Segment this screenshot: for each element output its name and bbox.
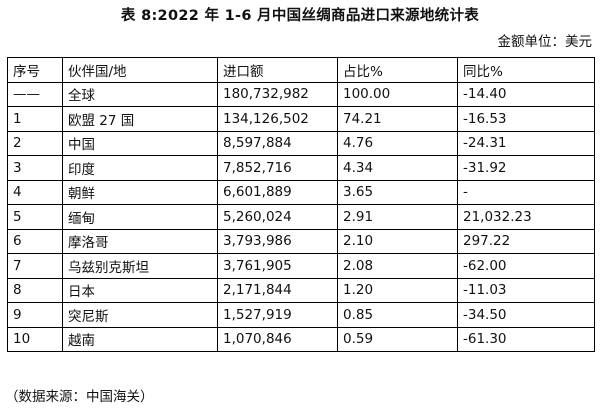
header-cell: 进口额 — [217, 57, 338, 83]
table-cell: 乌兹别克斯坦 — [62, 253, 218, 279]
table-cell: 0.59 — [337, 326, 458, 352]
table-row: 9 突尼斯 1,527,919 0.85 -34.50 — [7, 302, 595, 328]
table-cell: -62.00 — [457, 253, 595, 279]
table-title: 表 8:2022 年 1-6 月中国丝绸商品进口来源地统计表 — [120, 8, 480, 24]
table-row: 3 印度 7,852,716 4.34 -31.92 — [7, 155, 595, 181]
table-cell: 1.20 — [337, 277, 458, 303]
table-row: —— 全球 180,732,982 100.00 -14.40 — [7, 81, 595, 107]
table-cell: -16.53 — [457, 106, 595, 132]
header-cell: 伙伴国/地 — [62, 57, 218, 83]
table-cell: 134,126,502 — [217, 106, 338, 132]
table-cell: 8 — [7, 277, 63, 303]
unit-note: 金额单位：美元 — [497, 34, 593, 50]
table-cell: 4.76 — [337, 130, 458, 156]
table-cell: 4 — [7, 179, 63, 205]
table-cell: 3.65 — [337, 179, 458, 205]
table-cell: 印度 — [62, 155, 218, 181]
table-cell: 中国 — [62, 130, 218, 156]
table-cell: 缅甸 — [62, 204, 218, 230]
table-cell: 4.34 — [337, 155, 458, 181]
table-cell: 21,032.23 — [457, 204, 595, 230]
table-header-row: 序号 伙伴国/地 进口额 占比% 同比% — [7, 57, 595, 83]
table-cell: 越南 — [62, 326, 218, 352]
table-cell: 2,171,844 — [217, 277, 338, 303]
table-cell: -31.92 — [457, 155, 595, 181]
table-cell: 10 — [7, 326, 63, 352]
data-source-note: （数据来源：中国海关） — [5, 389, 154, 405]
table-cell: 2 — [7, 130, 63, 156]
table-cell: 1,527,919 — [217, 302, 338, 328]
header-cell: 占比% — [337, 57, 458, 83]
header-cell: 序号 — [7, 57, 63, 83]
table-cell: 2.91 — [337, 204, 458, 230]
table-cell: 1 — [7, 106, 63, 132]
table-cell: 6 — [7, 228, 63, 254]
table-cell: -61.30 — [457, 326, 595, 352]
table-cell: 297.22 — [457, 228, 595, 254]
table-row: 6 摩洛哥 3,793,986 2.10 297.22 — [7, 228, 595, 254]
table-cell: 2.08 — [337, 253, 458, 279]
table-cell: 1,070,846 — [217, 326, 338, 352]
table-cell: 2.10 — [337, 228, 458, 254]
table-row: 7 乌兹别克斯坦 3,761,905 2.08 -62.00 — [7, 253, 595, 279]
table-row: 8 日本 2,171,844 1.20 -11.03 — [7, 277, 595, 303]
import-source-table: 序号 伙伴国/地 进口额 占比% 同比% —— 全球 180,732,982 1… — [7, 57, 595, 352]
table-cell: 7,852,716 — [217, 155, 338, 181]
table-cell: -24.31 — [457, 130, 595, 156]
table-cell: 3,793,986 — [217, 228, 338, 254]
table-cell: 100.00 — [337, 81, 458, 107]
table-cell: 6,601,889 — [217, 179, 338, 205]
table-cell: - — [457, 179, 595, 205]
table-cell: 突尼斯 — [62, 302, 218, 328]
table-cell: 5,260,024 — [217, 204, 338, 230]
table-row: 5 缅甸 5,260,024 2.91 21,032.23 — [7, 204, 595, 230]
table-cell: 欧盟 27 国 — [62, 106, 218, 132]
table-cell: 180,732,982 — [217, 81, 338, 107]
table-cell: -34.50 — [457, 302, 595, 328]
table-cell: 3,761,905 — [217, 253, 338, 279]
table-cell: -14.40 — [457, 81, 595, 107]
table-row: 2 中国 8,597,884 4.76 -24.31 — [7, 130, 595, 156]
header-cell: 同比% — [457, 57, 595, 83]
table-row: 4 朝鲜 6,601,889 3.65 - — [7, 179, 595, 205]
table-cell: 3 — [7, 155, 63, 181]
table-cell: 日本 — [62, 277, 218, 303]
table-cell: 摩洛哥 — [62, 228, 218, 254]
table-cell: 74.21 — [337, 106, 458, 132]
table-row: 1 欧盟 27 国 134,126,502 74.21 -16.53 — [7, 106, 595, 132]
table-cell: 7 — [7, 253, 63, 279]
table-cell: —— — [7, 81, 63, 107]
table-cell: 9 — [7, 302, 63, 328]
table-cell: 全球 — [62, 81, 218, 107]
table-row: 10 越南 1,070,846 0.59 -61.30 — [7, 326, 595, 352]
table-cell: 朝鲜 — [62, 179, 218, 205]
table-cell: 5 — [7, 204, 63, 230]
table-cell: -11.03 — [457, 277, 595, 303]
table-cell: 0.85 — [337, 302, 458, 328]
table-cell: 8,597,884 — [217, 130, 338, 156]
